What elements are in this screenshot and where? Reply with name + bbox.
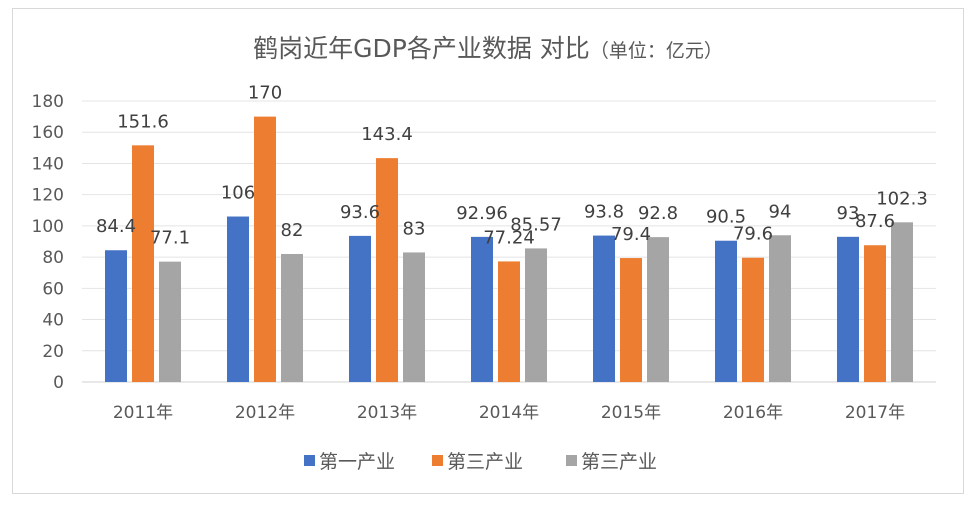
legend-label: 第三产业 [447,451,523,473]
bar [132,145,154,382]
y-tick-label: 160 [32,123,64,143]
data-label: 93 [837,203,860,224]
y-tick-label: 180 [32,92,64,112]
bar [864,245,886,382]
bar [769,235,791,382]
bar [593,235,615,382]
bar [837,236,859,382]
y-tick-label: 140 [32,154,64,174]
bar [498,261,520,382]
bar [105,250,127,382]
legend-swatch [304,455,315,466]
bar [254,116,276,382]
data-label: 87.6 [855,211,895,232]
chart-title: 鹤岗近年GDP各产业数据 对比（单位：亿元） [253,34,723,63]
x-tick-label: 2016年 [723,403,783,423]
legend-item: 第三产业 [432,451,523,473]
data-label: 151.6 [117,111,169,132]
x-tick-label: 2013年 [357,403,417,423]
chart-frame [12,8,964,494]
bar [376,158,398,382]
data-label: 106 [221,183,255,204]
data-label: 85.57 [510,214,562,235]
data-label: 92.96 [456,203,508,224]
data-label: 143.4 [361,124,413,145]
y-tick-label: 0 [53,373,64,393]
y-tick-label: 40 [42,311,64,331]
data-label: 83 [403,218,426,239]
y-tick-label: 100 [32,217,64,237]
y-tick-label: 120 [32,186,64,206]
bar [891,222,913,382]
legend-item: 第一产业 [304,451,395,473]
data-label: 93.8 [584,202,624,223]
data-label: 79.6 [733,224,773,245]
bar [742,257,764,382]
legend-item: 第三产业 [566,451,657,473]
data-label: 92.8 [638,203,678,224]
data-label: 77.24 [483,227,535,248]
legend-swatch [566,455,577,466]
data-label: 82 [281,220,304,241]
data-label: 93.6 [340,202,380,223]
chart-subtitle: （单位：亿元） [590,40,723,62]
data-label: 90.5 [706,207,746,228]
x-tick-label: 2014年 [479,403,539,423]
y-tick-label: 80 [42,248,64,268]
y-tick-label: 20 [42,342,64,362]
bar [227,216,249,382]
bar [471,236,493,382]
data-label: 102.3 [876,188,928,209]
legend-label: 第一产业 [319,451,395,473]
chart-title-main: 鹤岗近年GDP各产业数据 对比 [253,34,590,63]
data-label: 79.4 [611,224,651,245]
x-tick-label: 2012年 [235,403,295,423]
data-label: 170 [248,83,282,104]
data-label: 94 [769,201,792,222]
x-tick-label: 2017年 [845,403,905,423]
bar [647,237,669,382]
bar [715,240,737,382]
legend-swatch [432,455,443,466]
bar [403,252,425,382]
bar [159,261,181,382]
y-tick-label: 60 [42,279,64,299]
data-label: 77.1 [150,228,190,249]
bar [349,235,371,382]
legend-label: 第三产业 [581,451,657,473]
bar [281,253,303,382]
x-tick-label: 2011年 [113,403,173,423]
data-label: 84.4 [96,216,136,237]
bar [620,258,642,382]
bar [525,248,547,382]
x-tick-label: 2015年 [601,403,661,423]
